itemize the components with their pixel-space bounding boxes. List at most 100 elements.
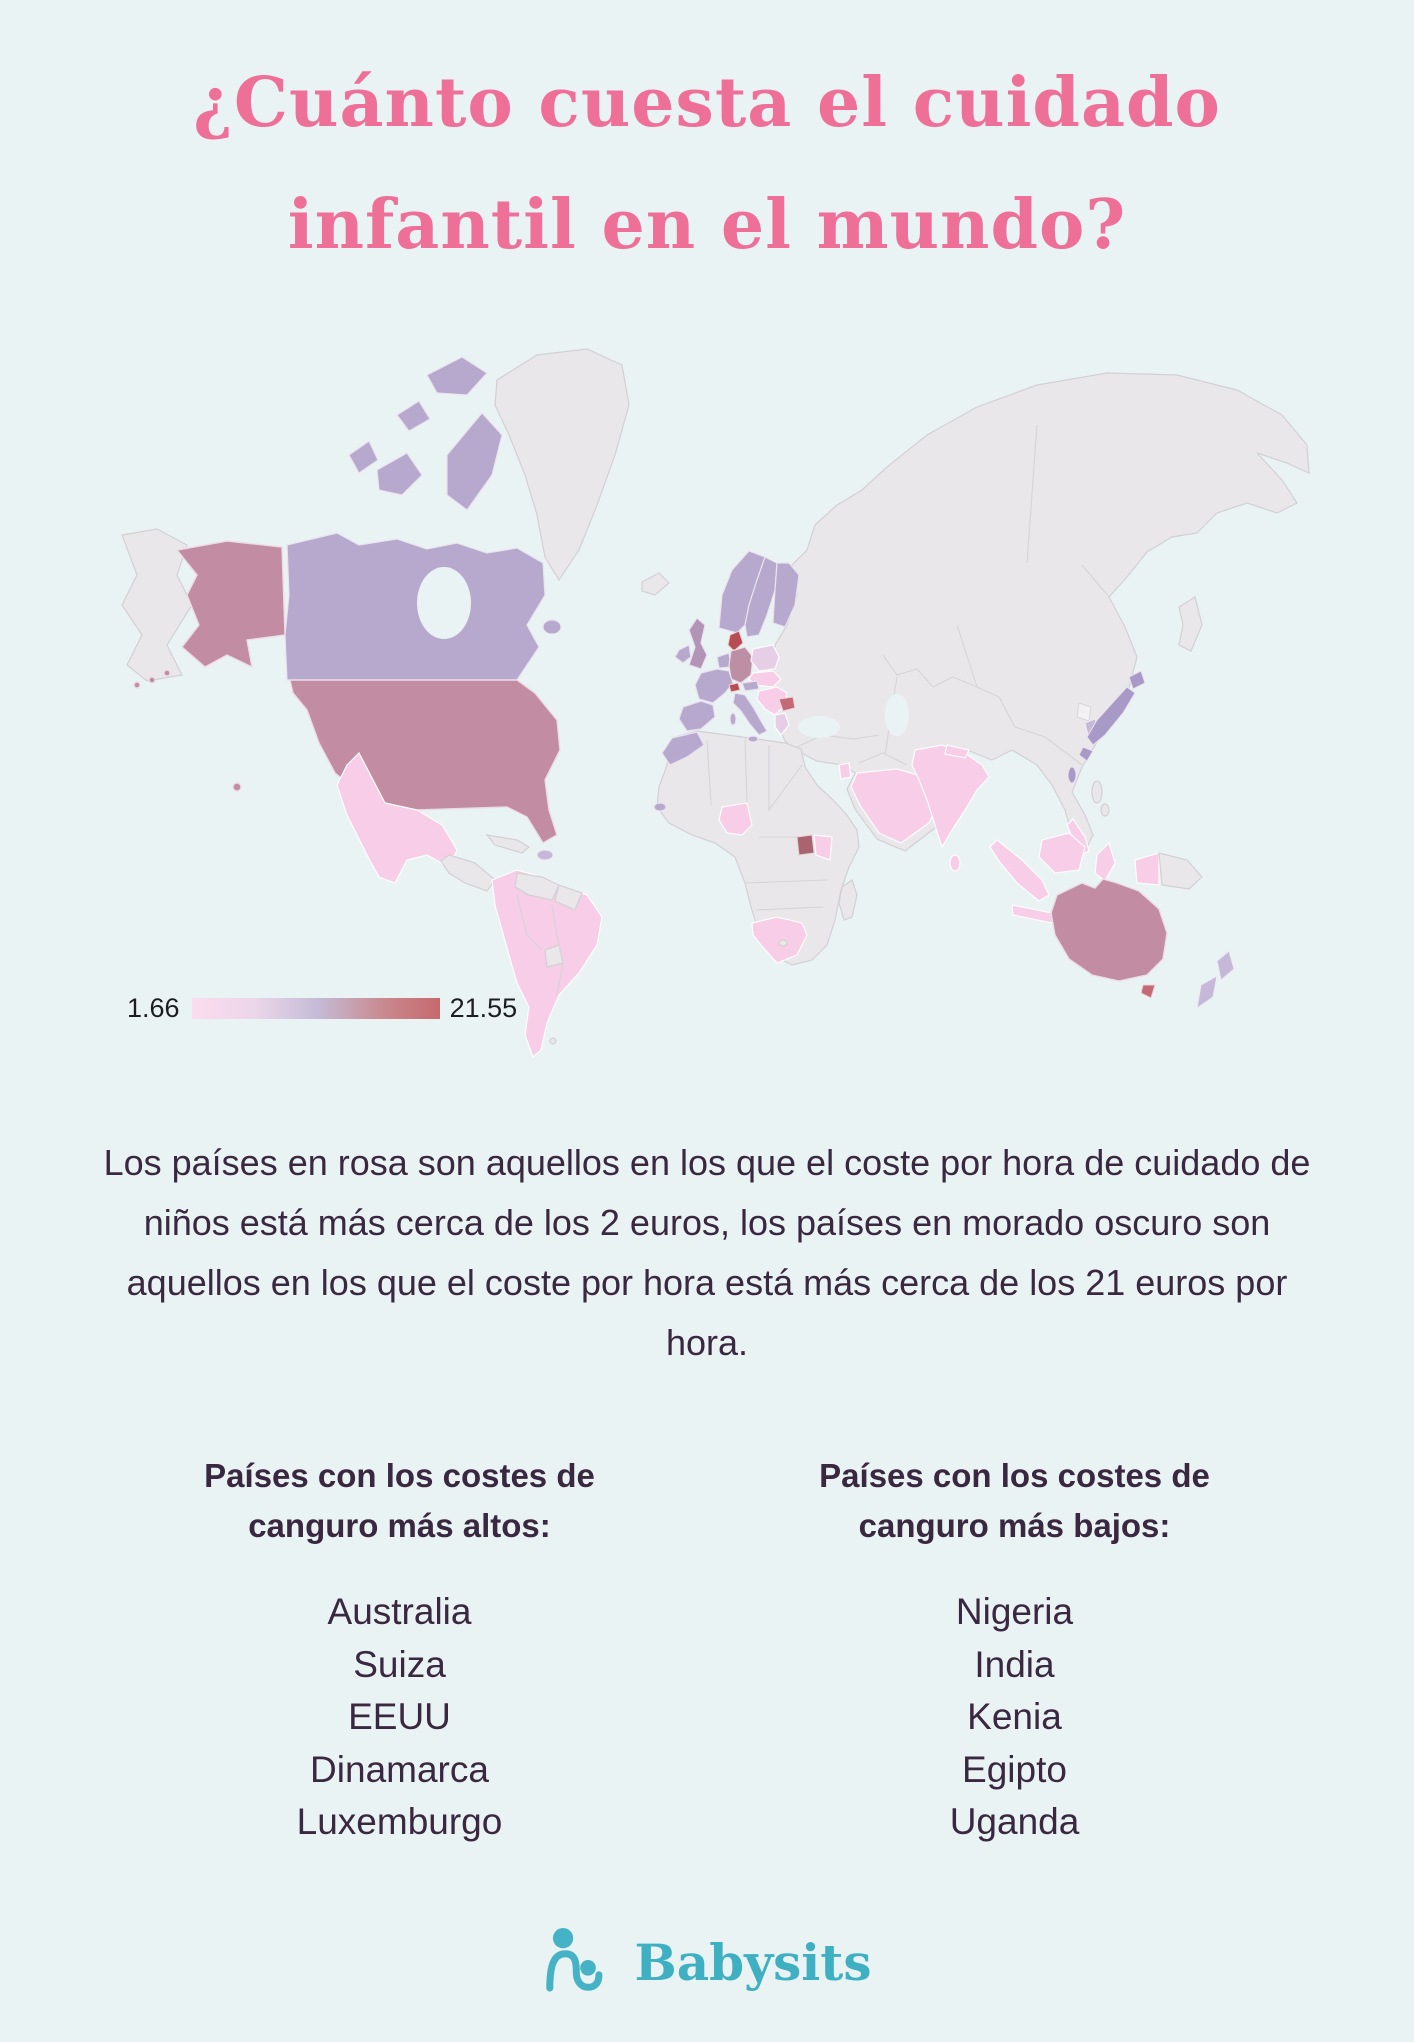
country-dominican-republic bbox=[536, 849, 554, 861]
list-item: Dinamarca bbox=[310, 1748, 489, 1790]
list-item: Kenia bbox=[967, 1696, 1062, 1738]
legend-gradient-bar bbox=[191, 997, 440, 1019]
map-legend: 1.66 21.55 bbox=[127, 993, 517, 1024]
country-austria bbox=[741, 680, 760, 692]
country-cuba bbox=[485, 833, 531, 854]
island-newfoundland bbox=[542, 619, 562, 635]
country-philippines bbox=[1091, 780, 1103, 804]
hudson-bay bbox=[417, 566, 471, 639]
country-japan-kyushu bbox=[1078, 746, 1094, 762]
country-uganda bbox=[796, 834, 815, 856]
highest-costs-column: Países con los costes de canguro más alt… bbox=[92, 1451, 707, 1849]
island-banks bbox=[348, 439, 379, 474]
region-iberia bbox=[678, 700, 716, 732]
country-bulgaria bbox=[778, 696, 796, 712]
region-chukotka bbox=[121, 528, 193, 682]
country-saudi-arabia bbox=[850, 768, 942, 844]
island-mindanao bbox=[1100, 803, 1110, 817]
state-alaska bbox=[175, 540, 286, 669]
island-arctic-small bbox=[396, 399, 431, 432]
country-venezuela bbox=[514, 872, 560, 901]
caspian-sea bbox=[885, 693, 909, 736]
country-united-kingdom bbox=[688, 616, 708, 670]
black-sea bbox=[798, 715, 840, 738]
country-sri-lanka bbox=[949, 854, 961, 872]
country-taiwan bbox=[1067, 766, 1077, 784]
page-title: ¿Cuánto cuesta el cuidado infantil en el… bbox=[0, 42, 1414, 287]
list-item: Uganda bbox=[949, 1801, 1080, 1843]
country-poland bbox=[750, 644, 780, 672]
country-mexico bbox=[336, 751, 458, 884]
country-madagascar bbox=[838, 878, 858, 921]
island-borneo bbox=[1038, 832, 1086, 874]
island-baffin bbox=[446, 411, 503, 511]
list-item: Suiza bbox=[353, 1643, 446, 1685]
lowest-costs-list: Nigeria India Kenia Egipto Uganda bbox=[707, 1586, 1322, 1849]
state-hawaii bbox=[232, 782, 242, 792]
country-finland bbox=[772, 562, 800, 628]
list-item: Egipto bbox=[962, 1748, 1067, 1790]
country-nepal bbox=[944, 744, 970, 759]
country-greece bbox=[774, 712, 790, 736]
list-item: India bbox=[974, 1643, 1055, 1685]
island-ellesmere bbox=[426, 356, 488, 396]
country-senegal bbox=[653, 802, 667, 812]
list-item: Nigeria bbox=[955, 1591, 1074, 1633]
island-sicily bbox=[747, 735, 759, 743]
country-south-africa bbox=[751, 916, 808, 964]
island-victoria bbox=[376, 451, 423, 496]
highest-costs-list: Australia Suiza EEUU Dinamarca Luxemburg… bbox=[92, 1586, 707, 1849]
nz-south-island bbox=[1196, 974, 1218, 1009]
region-guyanas bbox=[554, 883, 583, 911]
region-central-america bbox=[440, 854, 496, 892]
aleutian-island bbox=[148, 676, 156, 684]
brand-footer: Babysits bbox=[0, 1921, 1414, 2004]
list-item: Australia bbox=[327, 1591, 472, 1633]
legend-max-label: 21.55 bbox=[449, 992, 518, 1023]
country-lesotho bbox=[778, 939, 788, 947]
title-line-2: infantil en el mundo? bbox=[287, 185, 1127, 266]
aleutian-island bbox=[133, 681, 141, 689]
country-greenland bbox=[494, 348, 630, 581]
country-switzerland bbox=[728, 682, 741, 693]
country-iceland bbox=[641, 572, 670, 596]
infographic: ¿Cuánto cuesta el cuidado infantil en el… bbox=[0, 42, 1414, 2042]
list-item: Luxemburgo bbox=[296, 1801, 503, 1843]
country-germany bbox=[728, 646, 754, 684]
region-kamchatka bbox=[1178, 595, 1203, 652]
country-india bbox=[911, 744, 990, 849]
country-nigeria bbox=[718, 802, 753, 836]
legend-min-label: 1.66 bbox=[127, 992, 180, 1023]
landmass-africa bbox=[656, 730, 860, 966]
lowest-costs-header: Países con los costes de canguro más baj… bbox=[819, 1457, 1210, 1544]
nz-north-island bbox=[1216, 949, 1235, 981]
landmass-eurasia bbox=[772, 372, 1310, 852]
country-japan-hokkaido bbox=[1128, 670, 1146, 690]
description-paragraph: Los países en rosa son aquellos en los q… bbox=[103, 1141, 1311, 1364]
country-ireland bbox=[674, 643, 692, 664]
parent-child-icon bbox=[542, 1921, 620, 2004]
country-japan-honshu bbox=[1086, 686, 1136, 746]
country-australia bbox=[1050, 877, 1168, 982]
list-item: EEUU bbox=[348, 1696, 451, 1738]
country-denmark bbox=[727, 630, 744, 652]
country-kenya bbox=[813, 834, 833, 861]
island-tasmania bbox=[1140, 984, 1156, 999]
region-balkans bbox=[756, 686, 788, 716]
country-italy bbox=[732, 692, 768, 736]
island-west-new-guinea bbox=[1134, 851, 1160, 886]
country-jordan-israel bbox=[838, 762, 852, 780]
lowest-costs-column: Países con los costes de canguro más baj… bbox=[707, 1451, 1322, 1849]
islands-falkland bbox=[549, 1037, 557, 1045]
country-canada bbox=[284, 532, 546, 681]
island-sulawesi bbox=[1094, 841, 1116, 882]
country-france bbox=[694, 668, 734, 704]
country-morocco bbox=[661, 731, 705, 766]
title-line-1: ¿Cuánto cuesta el cuidado bbox=[193, 63, 1221, 143]
country-papua-new-guinea bbox=[1158, 851, 1203, 890]
country-usa bbox=[289, 679, 561, 844]
aleutian-island bbox=[163, 669, 171, 677]
island-sumatra bbox=[989, 838, 1050, 902]
highest-costs-header: Países con los costes de canguro más alt… bbox=[204, 1457, 595, 1544]
island-sardinia bbox=[729, 712, 737, 726]
